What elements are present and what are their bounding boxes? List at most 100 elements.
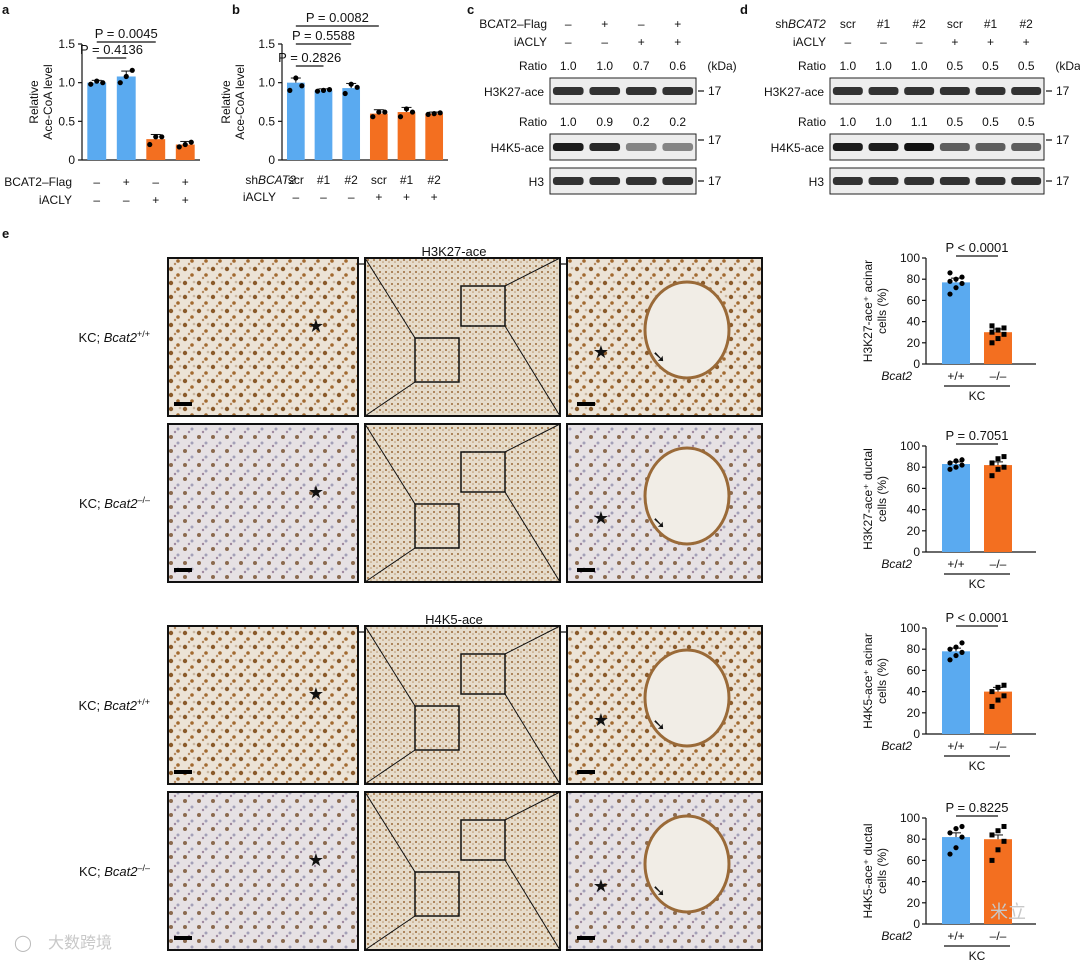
ratio-value: 0.5 — [946, 115, 963, 129]
y-axis-label: H4K5-ace⁺ acinar — [861, 633, 875, 729]
data-point — [959, 457, 965, 463]
data-point — [1001, 682, 1007, 688]
condition-value: scr — [840, 17, 856, 31]
ratio-value: 1.0 — [839, 115, 856, 129]
condition-value: – — [348, 190, 355, 204]
y-tick-label: 80 — [907, 832, 921, 846]
data-point — [995, 327, 1001, 333]
star-marker: ★ — [593, 342, 609, 362]
zoom-line — [504, 859, 561, 951]
micrograph-acinar — [167, 625, 359, 785]
ratio-value: 1.0 — [596, 59, 613, 73]
data-point — [437, 110, 443, 116]
genotype-label: +/+ — [947, 739, 964, 753]
blot-band — [868, 143, 899, 151]
y-tick-label: 20 — [907, 706, 921, 720]
y-tick-label: 100 — [900, 251, 920, 265]
blot-band — [552, 143, 584, 151]
p-value: P = 0.0082 — [306, 10, 369, 25]
data-point — [947, 278, 953, 284]
data-point — [1001, 454, 1007, 460]
condition-value: #2 — [912, 17, 926, 31]
panel-c: c BCAT2–Flag – + – + iACLY – – + + Ratio 1.0 1.0 0.7 0.… — [467, 2, 737, 195]
bar — [942, 464, 970, 552]
blot-band — [662, 87, 694, 95]
y-tick-label: 0 — [913, 727, 920, 741]
ratio-value: 1.0 — [560, 115, 577, 129]
data-point — [1001, 325, 1007, 331]
micrograph-overview — [364, 423, 561, 583]
p-value: P = 0.5588 — [292, 28, 355, 43]
p-value: P = 0.4136 — [80, 42, 143, 57]
p-value: P < 0.0001 — [945, 610, 1008, 625]
condition-value: + — [674, 17, 681, 31]
micrograph-acinar — [167, 791, 359, 951]
watermarks: ◯ 大数跨境 米立 — [14, 902, 1026, 952]
y-axis-label: cells (%) — [875, 476, 889, 522]
condition-value: + — [375, 190, 382, 204]
zoom-line — [364, 257, 416, 339]
condition-value: – — [93, 193, 100, 207]
zoom-line — [504, 423, 561, 453]
inset-box — [460, 653, 506, 695]
inset-box — [460, 285, 506, 327]
panel-a: a 0 0.5 1.0 1.5 Relative Ace-CoA level P = 0.00… — [2, 2, 200, 207]
data-point — [354, 84, 360, 90]
duct-lumen — [643, 446, 731, 546]
bar — [116, 76, 136, 160]
condition-value: + — [1023, 35, 1030, 49]
data-point — [182, 141, 188, 148]
blot-band — [589, 87, 621, 95]
inset-box — [414, 503, 460, 549]
zoom-line — [504, 791, 561, 821]
inset-box — [414, 337, 460, 383]
condition-value: + — [431, 190, 438, 204]
micrograph-overview — [364, 625, 561, 785]
watermark-text: 米立 — [990, 902, 1026, 922]
blot-label: H3 — [809, 175, 825, 189]
genotype-label: KC; Bcat2–/– — [79, 495, 150, 511]
genotype-label: –/– — [990, 369, 1007, 383]
duct-lumen — [643, 648, 731, 748]
panel-d: d sh BCAT2 scr #1 #2 scr #1 #2 iACLY – – – + + + Ratio 1.… — [740, 2, 1080, 195]
p-value: P = 0.2826 — [278, 50, 341, 65]
ratio-label: Ratio — [519, 115, 547, 129]
data-point — [117, 80, 123, 86]
blot-label: H3 — [529, 175, 545, 189]
condition-value: + — [182, 193, 189, 207]
condition-value: #2 — [344, 173, 358, 187]
y-tick-label: 80 — [907, 272, 921, 286]
data-point — [397, 114, 404, 120]
condition-label: iACLY — [243, 190, 276, 204]
data-point — [94, 78, 100, 84]
ratio-value: 0.2 — [633, 115, 650, 129]
condition-value: – — [916, 35, 923, 49]
marker-label: 17 — [1056, 133, 1070, 147]
data-point — [989, 473, 995, 479]
condition-label: sh — [245, 173, 258, 187]
watermark-logo-icon: ◯ — [14, 935, 32, 952]
watermark-text: 大数跨境 — [48, 933, 112, 952]
zoom-line — [364, 791, 416, 873]
blot-band — [1011, 177, 1042, 185]
blot-label: H3K27-ace — [484, 85, 544, 99]
y-tick-label: 60 — [907, 481, 921, 495]
ratio-value: 0.5 — [1018, 59, 1035, 73]
condition-value: + — [987, 35, 994, 49]
arrow-marker: ➘ — [652, 717, 665, 734]
data-point — [947, 466, 953, 472]
condition-value: #2 — [427, 173, 441, 187]
condition-value: scr — [947, 17, 963, 31]
genotype-label: KC; Bcat2+/+ — [78, 697, 150, 713]
data-point — [989, 340, 995, 346]
y-tick-label: 0 — [913, 917, 920, 931]
marker-label: 17 — [708, 84, 722, 98]
blot-band — [975, 177, 1006, 185]
ratio-value: 0.5 — [1018, 115, 1035, 129]
blot-band — [939, 87, 970, 95]
data-point — [320, 87, 327, 93]
marker-label: 17 — [708, 133, 722, 147]
blot-frame — [829, 77, 1045, 105]
bar — [397, 112, 416, 160]
